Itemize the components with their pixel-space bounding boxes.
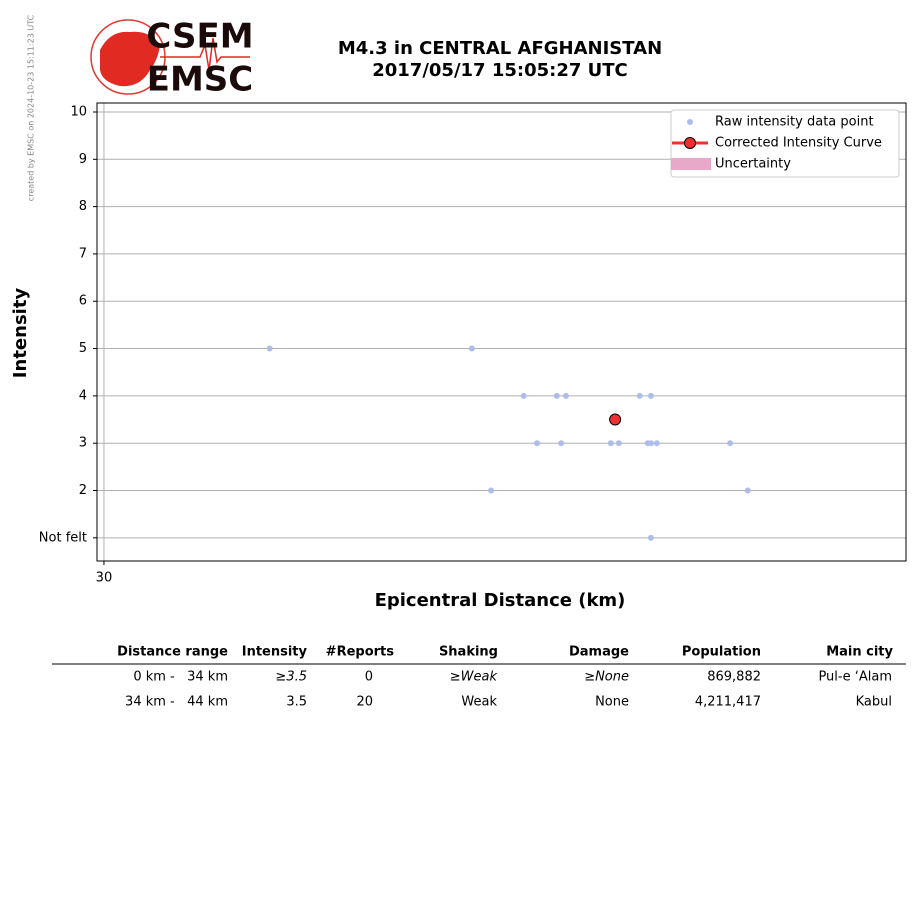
y-tick-label: 3	[79, 436, 87, 451]
legend-swatch	[687, 119, 693, 125]
legend-swatch	[684, 137, 696, 149]
y-tick-label: 7	[79, 246, 87, 261]
y-tick-label: 4	[79, 388, 87, 403]
x-axis-label: Epicentral Distance (km)	[375, 590, 626, 611]
table-cell: Kabul	[856, 695, 892, 710]
y-tick-label: 9	[79, 152, 87, 167]
plot-frame	[96, 102, 907, 562]
y-tick-label: Not felt	[39, 530, 87, 545]
legend-label: Raw intensity data point	[715, 115, 874, 130]
logo-bottom: EMSC	[147, 60, 254, 100]
y-tick-label: 5	[79, 341, 87, 356]
data-point	[266, 345, 273, 352]
data-point	[534, 440, 541, 447]
logo: CSEM EMSC	[90, 17, 254, 100]
table-header: Population	[682, 645, 761, 660]
table: Distance range Intensity #Reports Shaking Da…	[117, 645, 893, 710]
data-point	[607, 440, 614, 447]
table-cell: None	[595, 695, 629, 710]
x-tick-label: 30	[96, 571, 113, 586]
table-cell: ≥Weak	[450, 670, 498, 685]
legend-label: Corrected Intensity Curve	[715, 136, 882, 151]
legend-swatch	[671, 158, 711, 170]
chart-title: M4.3 in CENTRAL AFGHANISTAN	[338, 38, 662, 59]
data-point	[468, 345, 475, 352]
table-cell: 869,882	[707, 670, 761, 685]
legend: Raw intensity data point Corrected Intens…	[670, 109, 900, 178]
data-point	[727, 440, 734, 447]
logo-wave	[160, 37, 250, 71]
table-cell: 0	[365, 670, 373, 685]
y-axis-label: Intensity	[10, 288, 31, 379]
table-cell: 4,211,417	[695, 695, 761, 710]
created-note: created by EMSC on 2024-10-23 15:11:23 U…	[27, 14, 36, 201]
data-point	[553, 392, 560, 399]
logo-top: CSEM	[146, 17, 253, 57]
data-point	[636, 392, 643, 399]
data-point	[647, 440, 654, 447]
table-cell: Pul-e ‘Alam	[818, 670, 892, 685]
data-point	[647, 392, 654, 399]
y-tick-label: 2	[79, 483, 87, 498]
data-point	[520, 392, 527, 399]
legend-label: Uncertainty	[715, 157, 791, 172]
marks	[266, 345, 751, 541]
data-point	[558, 440, 565, 447]
table-header: Damage	[569, 645, 629, 660]
data-point	[609, 413, 622, 426]
table-header: Shaking	[439, 645, 498, 660]
y-tick-label: 10	[70, 104, 87, 119]
data-point	[615, 440, 622, 447]
data-point	[647, 534, 654, 541]
table-cell: Weak	[461, 695, 497, 710]
table-cell: ≥None	[584, 670, 629, 685]
table-cell: 34 km - 44 km	[125, 695, 228, 710]
data-point	[744, 487, 751, 494]
table-cell: 20	[356, 695, 373, 710]
legend-box	[670, 109, 900, 178]
table-header: #Reports	[326, 645, 395, 660]
data-point	[653, 440, 660, 447]
table-cell: 3.5	[286, 695, 307, 710]
table-cell: 0 km - 34 km	[133, 670, 228, 685]
data-point	[488, 487, 495, 494]
table-header: Distance range	[117, 645, 228, 660]
data-point	[562, 392, 569, 399]
y-tick-label: 6	[79, 294, 87, 309]
logo-map	[100, 31, 160, 87]
y-tick-label: 8	[79, 199, 87, 214]
table-header: Main city	[826, 645, 893, 660]
table-cell: ≥3.5	[275, 670, 307, 685]
chart-subtitle: 2017/05/17 15:05:27 UTC	[372, 60, 628, 81]
table-header: Intensity	[242, 645, 308, 660]
